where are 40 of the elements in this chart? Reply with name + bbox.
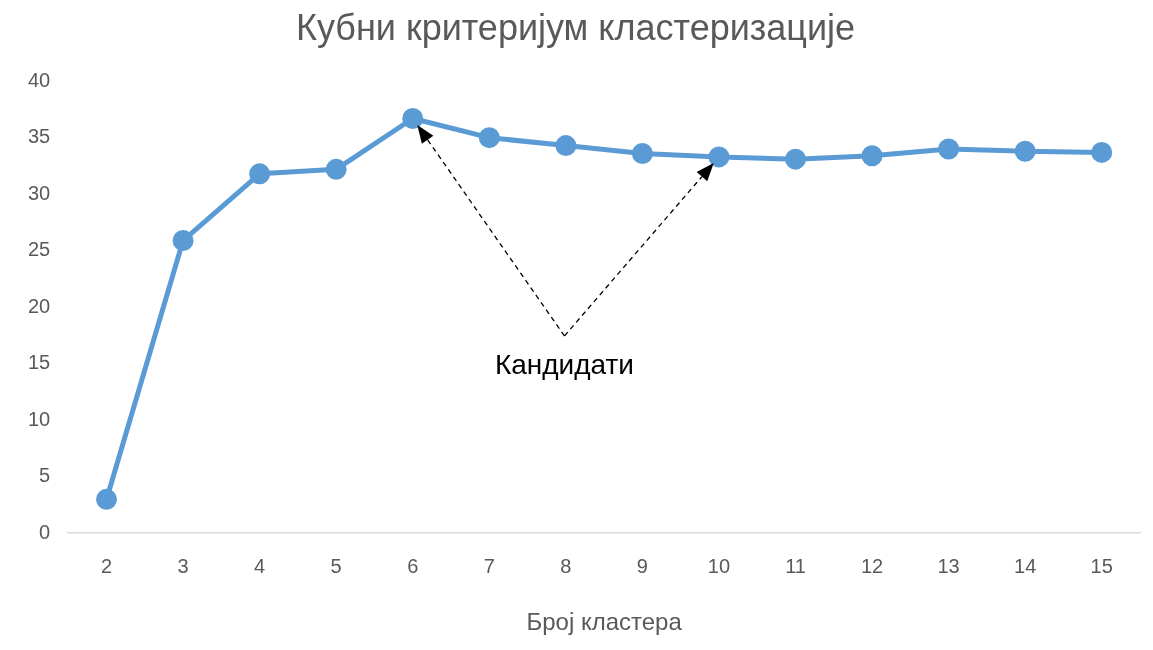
x-tick-label: 8 [560, 554, 572, 577]
chart-title: Кубни критеријум кластеризације [295, 6, 856, 48]
y-tick-label: 40 [28, 68, 51, 91]
x-tick-label: 9 [636, 554, 648, 577]
point [555, 135, 577, 157]
y-tick-label: 0 [39, 520, 51, 543]
x-tick-label: 13 [937, 554, 960, 577]
y-tick-label: 5 [39, 464, 51, 487]
x-tick-label: 15 [1090, 554, 1113, 577]
point [96, 488, 118, 510]
point [325, 158, 347, 180]
point [478, 127, 500, 149]
x-tick-label: 10 [707, 554, 731, 577]
x-tick-label: 7 [483, 554, 495, 577]
x-tick-label: 5 [330, 554, 342, 577]
x-tick-label: 14 [1014, 554, 1037, 577]
x-tick-label: 11 [785, 554, 806, 577]
x-tick-label: 4 [254, 554, 266, 577]
annotation: Кандидати [494, 348, 635, 380]
y-tick-label: 10 [28, 407, 51, 430]
point [172, 230, 194, 252]
point [1091, 141, 1113, 163]
point [938, 138, 960, 160]
point [249, 163, 271, 185]
y-tick-label: 20 [28, 294, 51, 317]
x-tick-label: 6 [407, 554, 419, 577]
x-tick-label: 12 [860, 554, 884, 577]
point [1014, 140, 1036, 162]
point [402, 107, 424, 129]
x-axis-title: Број кластера [526, 608, 683, 636]
x-tick-label: 3 [177, 554, 189, 577]
point [708, 146, 730, 168]
point [785, 148, 807, 170]
x-tick-label: 2 [100, 554, 113, 577]
y-tick-label: 15 [28, 351, 51, 374]
point [631, 143, 653, 165]
y-tick-label: 30 [28, 181, 51, 204]
y-tick-label: 25 [28, 238, 51, 261]
point [861, 145, 883, 167]
y-tick-label: 35 [28, 125, 51, 148]
